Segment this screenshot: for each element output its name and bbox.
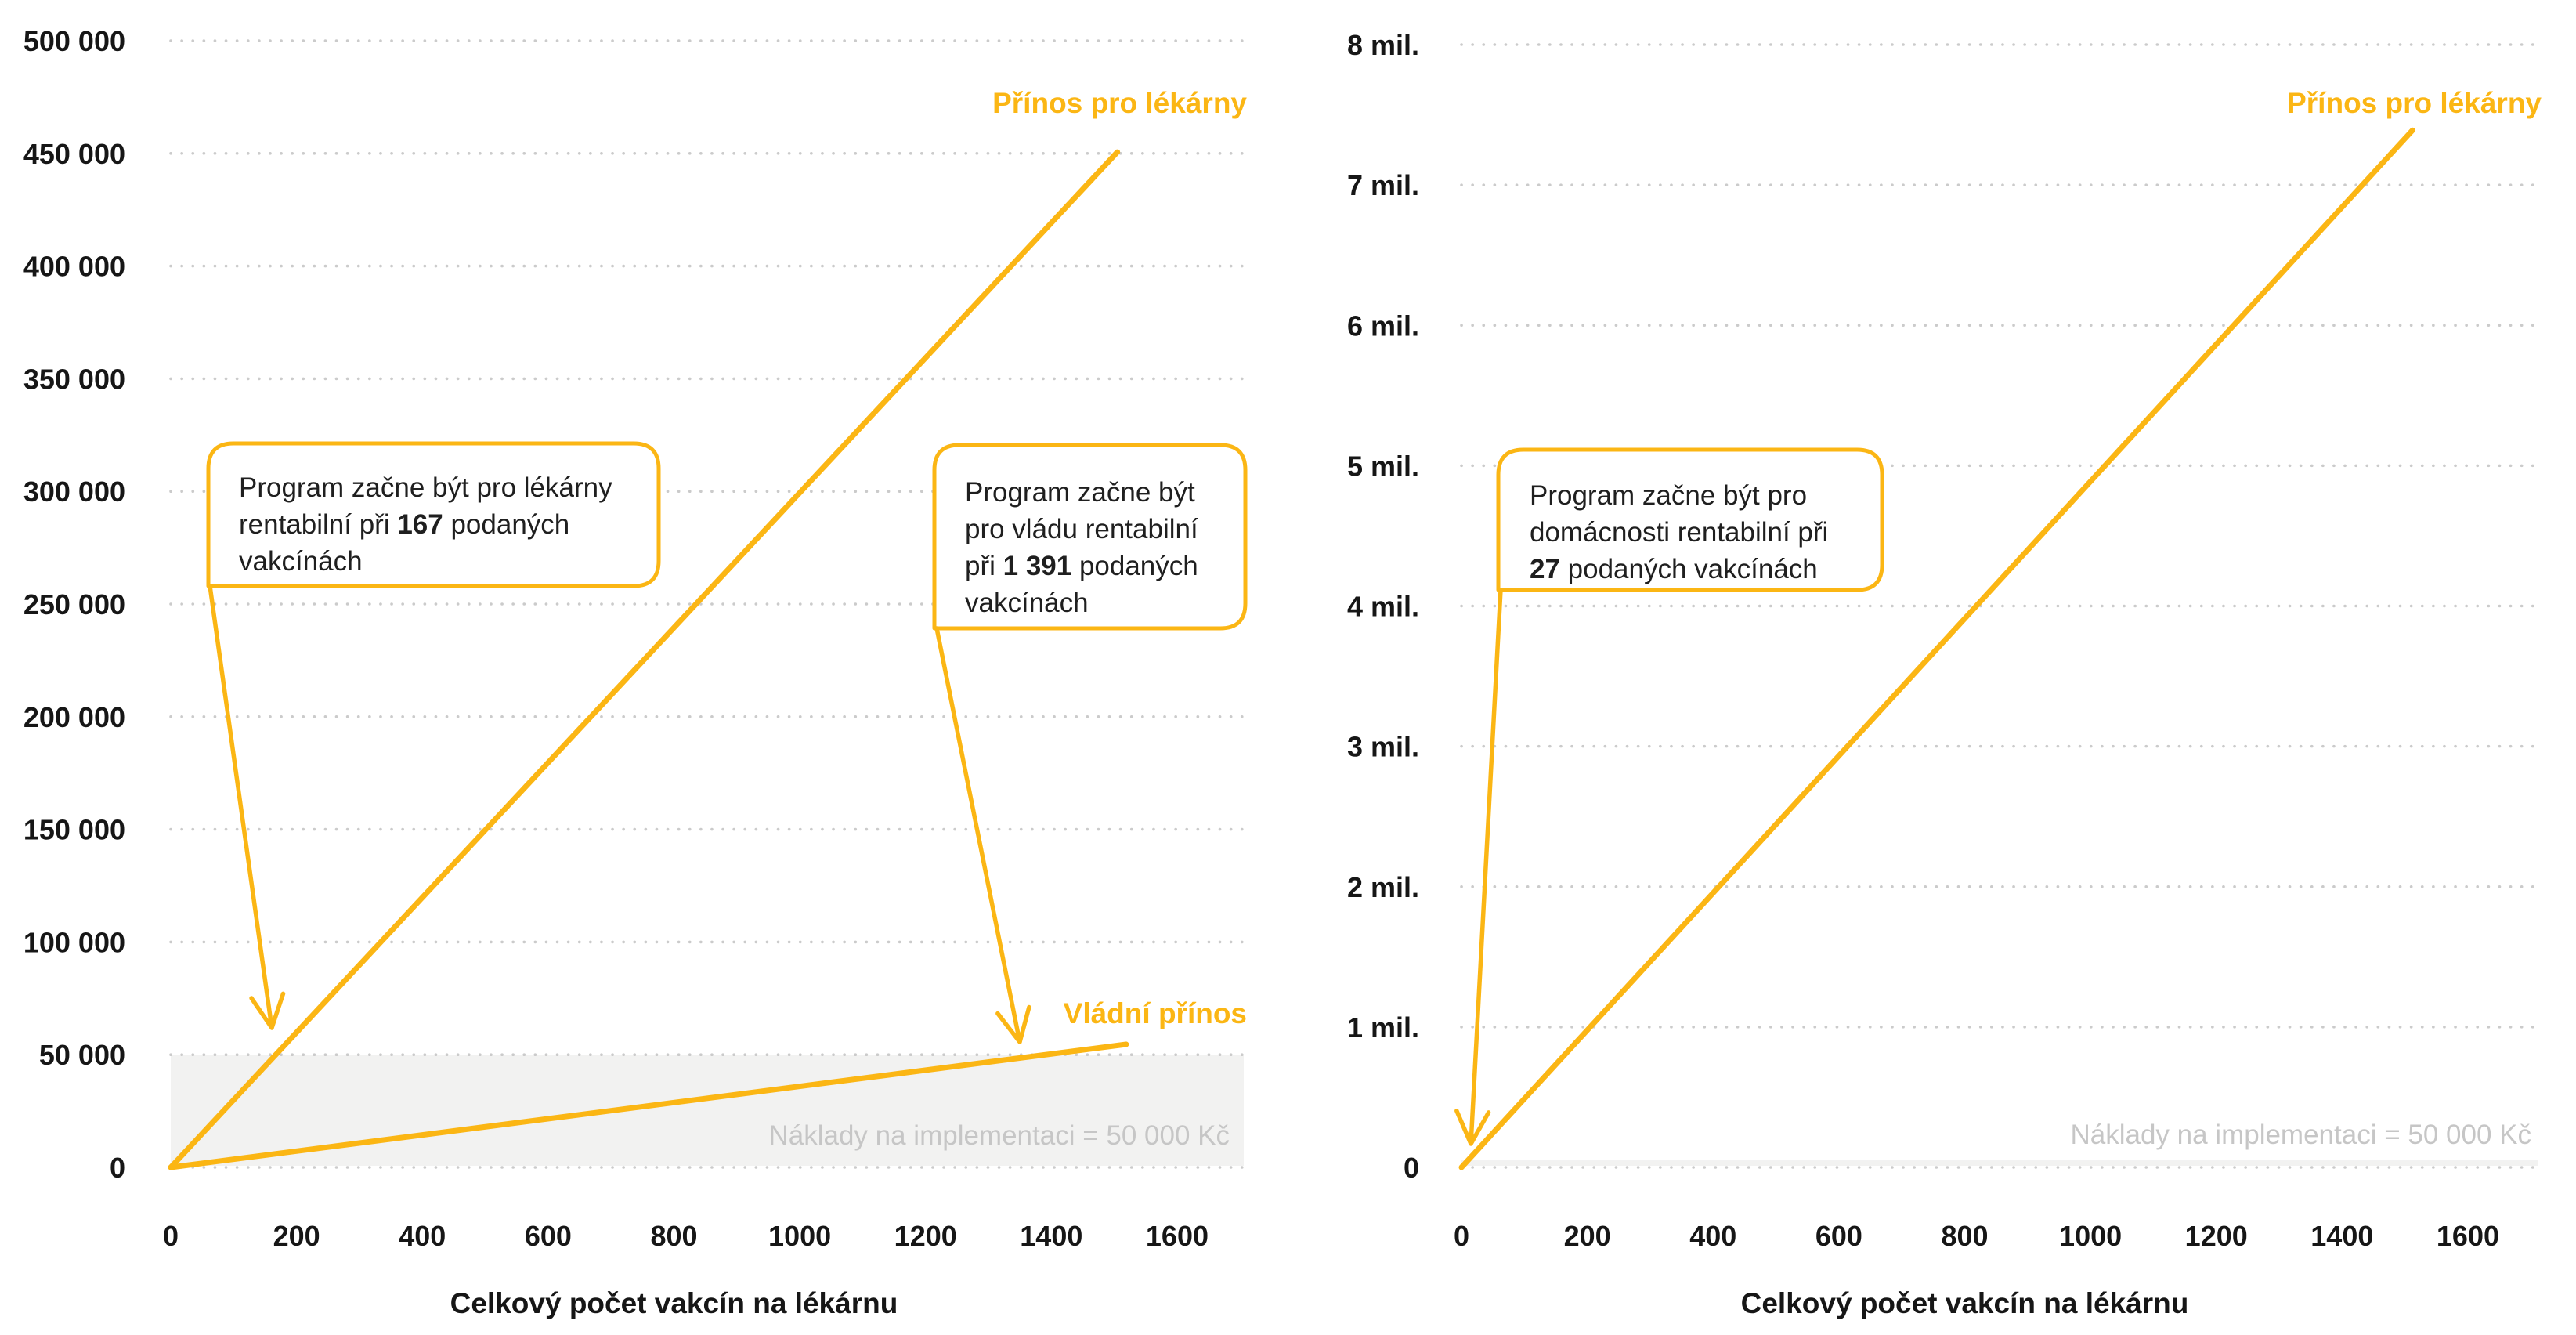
annotation-text-line: Program začne být pro bbox=[1530, 480, 1807, 511]
annotation-text-line: vakcínách bbox=[965, 588, 1089, 618]
x-axis-tick-label: 800 bbox=[1941, 1220, 1988, 1252]
x-axis-tick-label: 400 bbox=[1689, 1220, 1736, 1252]
x-axis-tick-label: 1600 bbox=[2437, 1220, 2499, 1252]
x-axis-tick-label: 1200 bbox=[894, 1220, 957, 1252]
annotation-callout-box bbox=[1496, 447, 1884, 592]
pharmacy-benefit-line bbox=[168, 149, 1121, 1170]
implementation-cost-band bbox=[1461, 1160, 2538, 1166]
x-axis-tick-label: 0 bbox=[163, 1220, 179, 1252]
implementation-cost-label: Náklady na implementaci = 50 000 Kč bbox=[2070, 1120, 2531, 1150]
annotation-text-line: domácnosti rentabilní při bbox=[1530, 517, 1828, 548]
y-axis-tick-label: 0 bbox=[110, 1152, 125, 1184]
annotation-callout-box bbox=[932, 443, 1248, 631]
annotation-arrow-shaft bbox=[934, 626, 1021, 1040]
y-axis-tick-label: 7 mil. bbox=[1347, 169, 1419, 201]
x-axis-title: Celkový počet vakcín na lékárnu bbox=[450, 1287, 898, 1319]
x-axis-tick-label: 800 bbox=[650, 1220, 697, 1252]
x-axis-tick-label: 1600 bbox=[1146, 1220, 1209, 1252]
y-axis-tick-label: 450 000 bbox=[23, 138, 125, 170]
x-axis-tick-label: 1400 bbox=[2310, 1220, 2373, 1252]
x-axis-tick-label: 200 bbox=[1564, 1220, 1611, 1252]
y-axis-tick-label: 8 mil. bbox=[1347, 29, 1419, 61]
annotation-arrowhead-icon bbox=[995, 1004, 1031, 1044]
y-axis-tick-label: 400 000 bbox=[23, 251, 125, 283]
x-axis-tick-label: 1000 bbox=[2059, 1220, 2122, 1252]
annotation-text-line: Program začne být bbox=[965, 477, 1195, 508]
pharmacy-breakeven-annotation: Program začne být pro lékárny rentabilní … bbox=[206, 441, 661, 1030]
annotation-text-line: Program začne být pro lékárny bbox=[239, 472, 612, 503]
y-axis-tick-label: 2 mil. bbox=[1347, 871, 1419, 903]
y-axis-tick-label: 500 000 bbox=[23, 25, 125, 57]
x-axis-tick-label: 400 bbox=[399, 1220, 446, 1252]
household-breakeven-annotation: Program začne být pro domácnosti rentabil… bbox=[1454, 447, 1884, 1146]
y-axis-tick-label: 3 mil. bbox=[1347, 731, 1419, 763]
annotation-arrow-shaft bbox=[208, 584, 273, 1026]
y-axis-tick-label: 4 mil. bbox=[1347, 591, 1419, 623]
x-axis-tick-label: 1200 bbox=[2185, 1220, 2248, 1252]
y-axis-tick-label: 150 000 bbox=[23, 814, 125, 846]
pharmacy-benefit-line bbox=[1458, 127, 2415, 1170]
government-benefit-line bbox=[168, 1041, 1129, 1170]
x-axis-title: Celkový počet vakcín na lékárnu bbox=[1741, 1287, 2189, 1319]
pharmacy-benefit-line-label: Přínos pro lékárny bbox=[992, 87, 1247, 119]
annotation-arrowhead-icon bbox=[249, 991, 286, 1030]
x-axis-tick-label: 200 bbox=[273, 1220, 320, 1252]
government-benefit-line-label: Vládní přínos bbox=[1064, 997, 1247, 1029]
y-axis-tick-label: 250 000 bbox=[23, 588, 125, 620]
y-axis-tick-label: 350 000 bbox=[23, 363, 125, 395]
annotation-text-line: při 1 391 podaných bbox=[965, 551, 1198, 581]
y-axis-tick-label: 100 000 bbox=[23, 926, 125, 958]
household-benefit-chart: 0 1 mil. 2 mil. 3 mil. 4 mil. 5 mil. 6 mil. 7 m… bbox=[1347, 29, 2542, 1319]
government-breakeven-annotation: Program začne být pro vládu rentabilní při… bbox=[932, 443, 1248, 1044]
x-axis-tick-label: 0 bbox=[1454, 1220, 1469, 1252]
annotation-callout-box bbox=[206, 441, 661, 588]
annotation-text-line: 27 podaných vakcínách bbox=[1530, 554, 1818, 584]
annotation-arrowhead-icon bbox=[1454, 1108, 1491, 1146]
y-axis-tick-label: 0 bbox=[1404, 1152, 1419, 1184]
annotation-text-line: pro vládu rentabilní bbox=[965, 514, 1198, 544]
annotation-text-line: vakcínách bbox=[239, 546, 363, 577]
y-axis-tick-label: 50 000 bbox=[39, 1039, 125, 1071]
x-axis-tick-label: 600 bbox=[525, 1220, 572, 1252]
x-axis-tick-label: 1400 bbox=[1020, 1220, 1082, 1252]
y-axis-tick-label: 300 000 bbox=[23, 476, 125, 508]
y-axis-tick-label: 200 000 bbox=[23, 701, 125, 733]
pharmacy-benefit-line-label: Přínos pro lékárny bbox=[2287, 87, 2542, 119]
y-axis-tick-label: 1 mil. bbox=[1347, 1011, 1419, 1044]
y-axis-tick-label: 6 mil. bbox=[1347, 309, 1419, 342]
x-axis-tick-label: 1000 bbox=[768, 1220, 831, 1252]
annotation-text-line: rentabilní při 167 podaných bbox=[239, 509, 569, 540]
pharmacy-vs-government-benefit-chart: 0 50 000 100 000 150 000 200 000 250 000 300 0… bbox=[23, 25, 1248, 1319]
x-axis-tick-label: 600 bbox=[1815, 1220, 1862, 1252]
implementation-cost-band bbox=[171, 1055, 1244, 1166]
implementation-cost-label: Náklady na implementaci = 50 000 Kč bbox=[768, 1120, 1230, 1151]
y-axis-tick-label: 5 mil. bbox=[1347, 450, 1419, 482]
annotation-arrow-shaft bbox=[1469, 588, 1503, 1141]
